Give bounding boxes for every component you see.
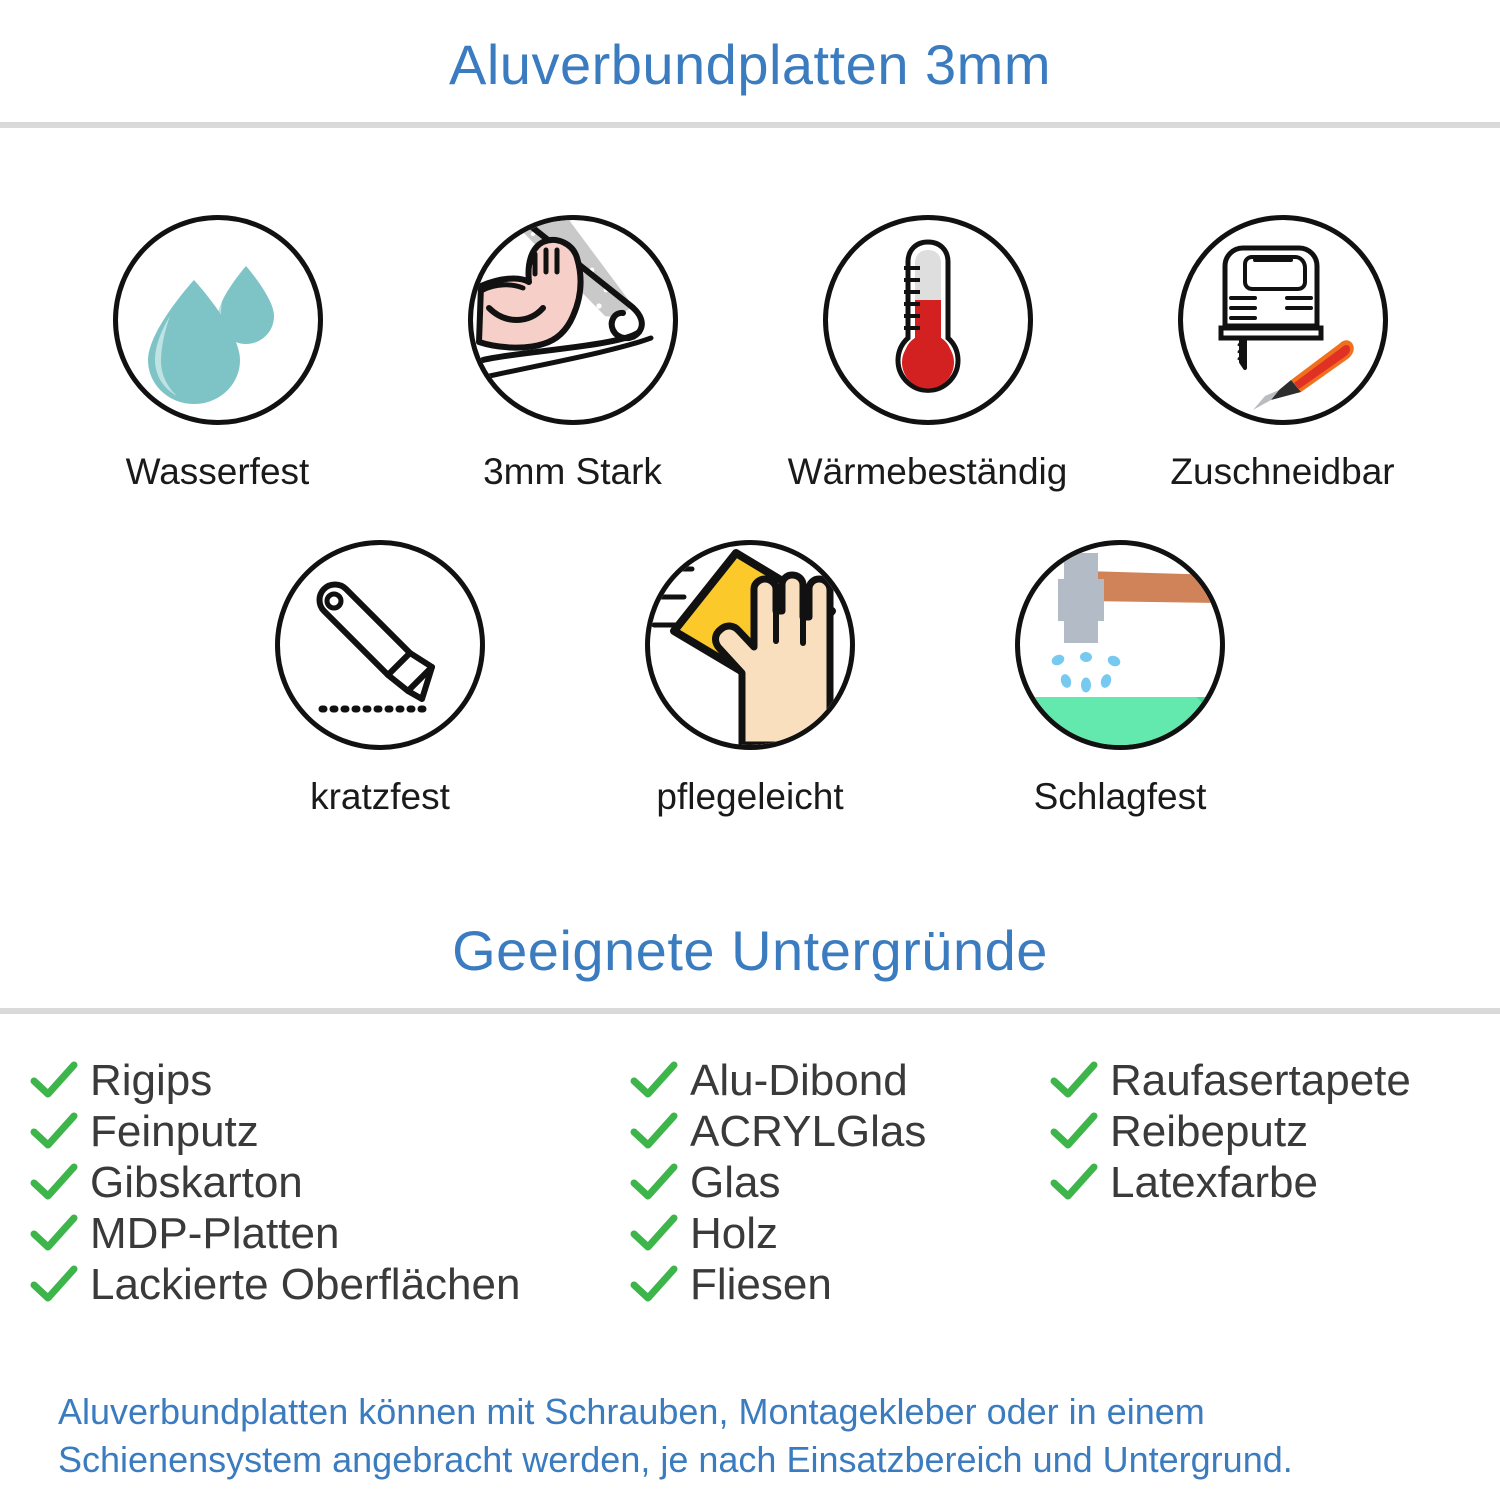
list-item: ACRYLGlas bbox=[630, 1106, 1050, 1157]
section-title-untergruende: Geeignete Untergründe bbox=[452, 919, 1048, 982]
check-icon bbox=[630, 1163, 678, 1199]
check-icon bbox=[630, 1265, 678, 1301]
checklist-column-3: Raufasertapete Reibeputz Latexfarbe bbox=[1050, 1055, 1480, 1208]
hammer-impact-icon bbox=[1020, 553, 1220, 745]
feature-waermebestaendig: Wärmebeständig bbox=[778, 215, 1078, 493]
feature-row-primary: Wasserfest bbox=[0, 215, 1500, 493]
thermometer-icon bbox=[895, 239, 960, 393]
list-item-label: Latexfarbe bbox=[1110, 1157, 1318, 1207]
water-drops-icon bbox=[147, 266, 274, 404]
list-item: Raufasertapete bbox=[1050, 1055, 1480, 1106]
jigsaw-cutter-icon bbox=[1218, 245, 1354, 410]
list-item: Gibskarton bbox=[30, 1157, 630, 1208]
feature-icon-circle bbox=[645, 540, 855, 750]
list-item-label: Gibskarton bbox=[90, 1157, 303, 1207]
feature-icon-circle bbox=[275, 540, 485, 750]
check-icon bbox=[30, 1265, 78, 1301]
feature-label: Wärmebeständig bbox=[787, 451, 1068, 492]
list-item: Holz bbox=[630, 1208, 1050, 1259]
check-icon bbox=[30, 1214, 78, 1250]
feature-label: 3mm Stark bbox=[483, 451, 662, 492]
list-item-label: MDP-Platten bbox=[90, 1208, 340, 1258]
feature-icon-circle bbox=[1177, 215, 1388, 425]
list-item: Glas bbox=[630, 1157, 1050, 1208]
feature-kratzfest: kratzfest bbox=[230, 540, 530, 818]
divider-top bbox=[0, 122, 1500, 128]
feature-pflegeleicht: pflegeleicht bbox=[600, 540, 900, 818]
check-icon bbox=[630, 1112, 678, 1148]
check-icon bbox=[30, 1163, 78, 1199]
divider-middle bbox=[0, 1008, 1500, 1014]
list-item-label: Fliesen bbox=[690, 1259, 832, 1309]
list-item: Alu-Dibond bbox=[630, 1055, 1050, 1106]
feature-label: Wasserfest bbox=[125, 451, 310, 492]
check-icon bbox=[1050, 1061, 1098, 1097]
hand-cloth-icon bbox=[650, 549, 836, 745]
feature-label: pflegeleicht bbox=[656, 776, 844, 817]
feature-zuschneidbar: Zuschneidbar bbox=[1133, 215, 1433, 493]
checklist-column-2: Alu-Dibond ACRYLGlas Glas Holz Fliesen bbox=[630, 1055, 1050, 1310]
check-icon bbox=[1050, 1112, 1098, 1148]
list-item-label: Glas bbox=[690, 1157, 781, 1207]
feature-label: Zuschneidbar bbox=[1170, 451, 1395, 492]
feature-icon-circle bbox=[822, 215, 1033, 425]
flexing-arm-icon bbox=[475, 220, 653, 381]
list-item-label: Feinputz bbox=[90, 1106, 259, 1156]
feature-row-secondary: kratzfest bbox=[195, 540, 1305, 818]
mounting-note-line-2: Schienensystem angebracht werden, je nac… bbox=[58, 1438, 1293, 1480]
mounting-note-line-1: Aluverbundplatten können mit Schrauben, … bbox=[58, 1391, 1205, 1432]
mounting-note: Aluverbundplatten können mit Schrauben, … bbox=[58, 1388, 1448, 1483]
list-item-label: Reibeputz bbox=[1110, 1106, 1309, 1156]
check-icon bbox=[30, 1112, 78, 1148]
supported-surfaces-list: Rigips Feinputz Gibskarton MDP-Platten L… bbox=[30, 1055, 1480, 1310]
list-item-label: Rigips bbox=[90, 1055, 213, 1105]
list-item: Latexfarbe bbox=[1050, 1157, 1480, 1208]
feature-schlagfest: Schlagfest bbox=[970, 540, 1270, 818]
check-icon bbox=[30, 1061, 78, 1097]
list-item-label: Raufasertapete bbox=[1110, 1055, 1411, 1105]
list-item: Feinputz bbox=[30, 1106, 630, 1157]
list-item-label: Alu-Dibond bbox=[690, 1055, 908, 1105]
list-item: Fliesen bbox=[630, 1259, 1050, 1310]
list-item-label: Lackierte Oberflächen bbox=[90, 1259, 521, 1309]
list-item: Reibeputz bbox=[1050, 1106, 1480, 1157]
check-icon bbox=[630, 1061, 678, 1097]
feature-icon-circle bbox=[112, 215, 323, 425]
feature-icon-circle bbox=[1015, 540, 1225, 750]
check-icon bbox=[1050, 1163, 1098, 1199]
list-item-label: ACRYLGlas bbox=[690, 1106, 927, 1156]
feature-3mm-stark: 3mm Stark bbox=[423, 215, 723, 493]
feature-wasserfest: Wasserfest bbox=[68, 215, 368, 493]
feature-icon-circle bbox=[467, 215, 678, 425]
cutter-scratch-icon bbox=[316, 581, 436, 713]
page-title: Aluverbundplatten 3mm bbox=[449, 33, 1051, 96]
list-item: Rigips bbox=[30, 1055, 630, 1106]
feature-label: Schlagfest bbox=[1033, 776, 1207, 817]
list-item-label: Holz bbox=[690, 1208, 779, 1258]
list-item: MDP-Platten bbox=[30, 1208, 630, 1259]
feature-label: kratzfest bbox=[310, 776, 450, 817]
checklist-column-1: Rigips Feinputz Gibskarton MDP-Platten L… bbox=[30, 1055, 630, 1310]
list-item: Lackierte Oberflächen bbox=[30, 1259, 630, 1310]
check-icon bbox=[630, 1214, 678, 1250]
